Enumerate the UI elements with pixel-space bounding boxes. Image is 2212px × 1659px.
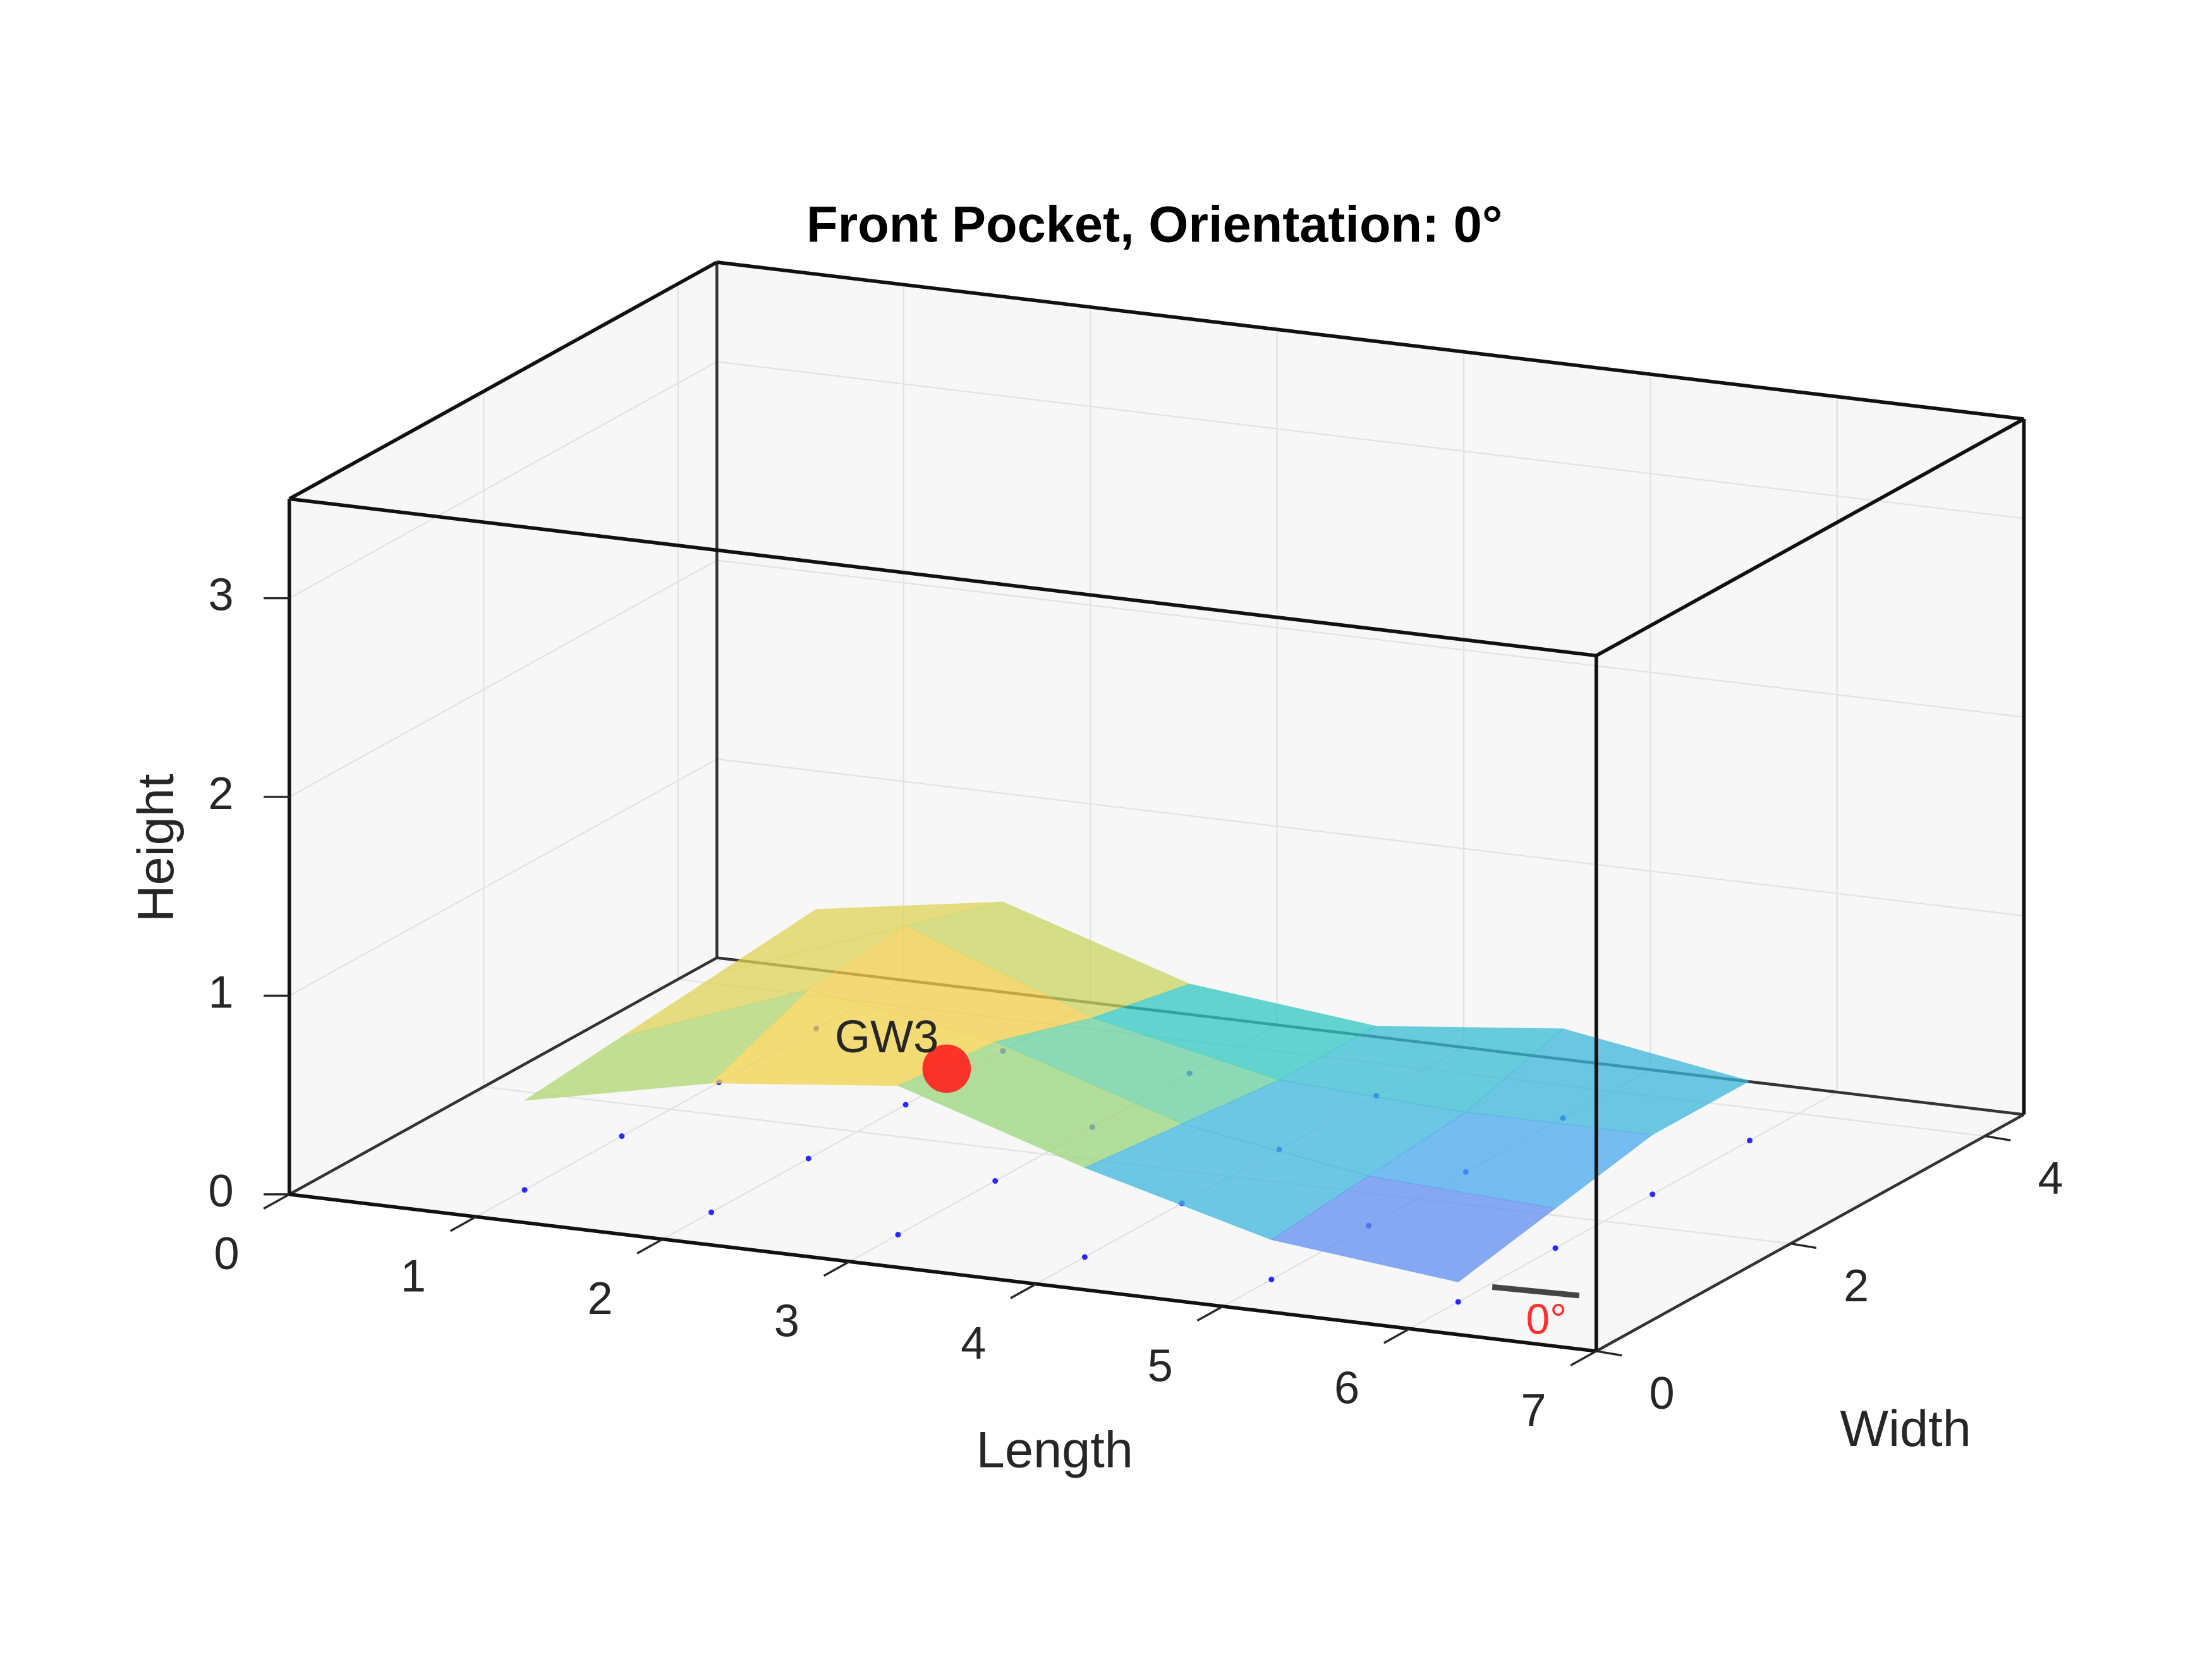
y-tick-label: 0 bbox=[1649, 1368, 1674, 1419]
orientation-label: 0° bbox=[1526, 1296, 1567, 1344]
pane bbox=[717, 262, 2024, 1115]
plot-area: GW3 0° 0 1 2 3 4 5 6 7 0 2 4 0 1 2 3 bbox=[208, 260, 2063, 1436]
sample-dot bbox=[1746, 1138, 1753, 1144]
tick-mark bbox=[1196, 1305, 1224, 1322]
grid-line bbox=[1409, 1091, 1838, 1330]
sample-dot bbox=[992, 1178, 999, 1184]
tick-mark bbox=[636, 1238, 664, 1255]
x-axis-label: Length bbox=[976, 1422, 1133, 1479]
box-edge bbox=[289, 497, 1597, 658]
sample-dot bbox=[708, 1209, 715, 1215]
surface-patch bbox=[1270, 1176, 1557, 1283]
sample-dot bbox=[895, 1232, 901, 1238]
z-tick-label: 3 bbox=[208, 570, 233, 621]
sample-dot bbox=[619, 1133, 625, 1139]
x-tick-label: 1 bbox=[401, 1251, 426, 1302]
grid-line bbox=[717, 559, 2024, 718]
z-tick-label: 0 bbox=[208, 1166, 233, 1217]
tick-mark bbox=[263, 1193, 290, 1210]
grid-line bbox=[289, 361, 717, 599]
z-axis-label: Height bbox=[128, 774, 185, 922]
tick-mark bbox=[1570, 1350, 1597, 1366]
grid-line bbox=[717, 758, 2024, 917]
grid-line bbox=[289, 758, 717, 997]
tick-mark bbox=[823, 1260, 850, 1277]
z-tick-label: 2 bbox=[208, 769, 233, 819]
surface-patch bbox=[1464, 1028, 1751, 1135]
pane bbox=[289, 262, 717, 1194]
point-label: GW3 bbox=[835, 1012, 939, 1062]
box-edge bbox=[289, 1193, 1597, 1353]
x-tick-label: 4 bbox=[961, 1318, 986, 1369]
x-tick-label: 3 bbox=[774, 1296, 799, 1346]
z-tick-label: 1 bbox=[208, 967, 233, 1018]
sample-dot bbox=[805, 1155, 811, 1162]
sample-dot bbox=[1455, 1299, 1461, 1305]
tick-mark bbox=[1984, 1134, 2011, 1141]
tick-mark bbox=[449, 1215, 477, 1232]
sample-dot bbox=[1081, 1254, 1088, 1260]
sample-dot bbox=[521, 1187, 528, 1193]
sample-dot bbox=[1552, 1245, 1559, 1251]
y-tick-label: 4 bbox=[2038, 1153, 2063, 1204]
box-edge bbox=[288, 260, 718, 501]
marker-point bbox=[922, 1044, 971, 1093]
box-edge bbox=[288, 956, 718, 1196]
orientation-arrow bbox=[1492, 1284, 1580, 1299]
x-tick-label: 5 bbox=[1148, 1340, 1173, 1391]
sample-dot bbox=[1268, 1276, 1275, 1282]
box-edge bbox=[717, 260, 2024, 421]
tick-mark bbox=[1790, 1243, 1817, 1249]
grid-line bbox=[717, 361, 2024, 520]
y-axis-label: Width bbox=[1840, 1401, 1971, 1457]
chart-title: Front Pocket, Orientation: 0° bbox=[806, 196, 1502, 253]
tick-mark bbox=[1010, 1283, 1037, 1299]
sample-dot bbox=[1650, 1191, 1656, 1198]
x-tick-label: 0 bbox=[214, 1229, 239, 1279]
sample-dot bbox=[902, 1102, 909, 1108]
box-edge bbox=[1595, 417, 2025, 657]
x-tick-label: 6 bbox=[1334, 1363, 1359, 1414]
box-edge bbox=[1595, 1113, 2025, 1352]
x-tick-label: 7 bbox=[1521, 1385, 1546, 1436]
y-tick-label: 2 bbox=[1844, 1261, 1869, 1311]
tick-mark bbox=[1383, 1327, 1411, 1344]
x-tick-label: 2 bbox=[587, 1273, 612, 1324]
tick-mark bbox=[1596, 1350, 1622, 1357]
grid-line bbox=[289, 559, 717, 798]
